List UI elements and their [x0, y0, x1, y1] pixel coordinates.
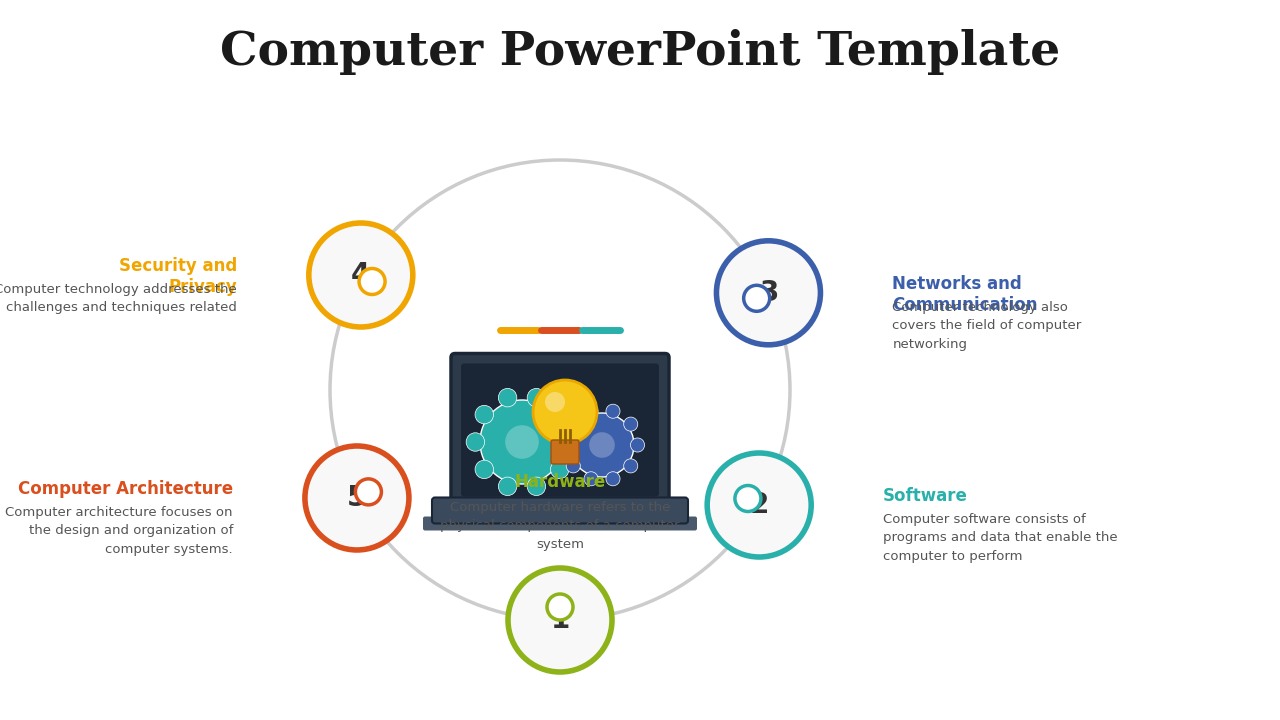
Text: Security and
Privacy: Security and Privacy	[119, 257, 237, 296]
Text: Computer PowerPoint Template: Computer PowerPoint Template	[220, 29, 1060, 75]
Text: Computer Architecture: Computer Architecture	[18, 480, 233, 498]
Circle shape	[356, 479, 381, 505]
Text: Computer software consists of
programs and data that enable the
computer to perf: Computer software consists of programs a…	[883, 513, 1117, 563]
Circle shape	[550, 460, 568, 479]
Circle shape	[707, 453, 812, 557]
Circle shape	[566, 459, 580, 473]
FancyBboxPatch shape	[433, 498, 689, 523]
FancyBboxPatch shape	[550, 440, 579, 464]
Text: Hardware: Hardware	[515, 473, 605, 491]
Text: 1: 1	[550, 606, 570, 634]
Circle shape	[559, 438, 573, 452]
Circle shape	[475, 460, 494, 479]
Text: 2: 2	[750, 491, 769, 519]
Polygon shape	[728, 269, 791, 312]
Text: Computer technology addresses the
challenges and techniques related: Computer technology addresses the challe…	[0, 283, 237, 315]
Circle shape	[584, 472, 598, 486]
Circle shape	[527, 477, 545, 495]
Text: 5: 5	[347, 484, 366, 512]
Circle shape	[623, 459, 637, 473]
Circle shape	[545, 392, 564, 412]
Circle shape	[547, 594, 573, 620]
Circle shape	[735, 485, 760, 511]
Text: Networks and
Communication: Networks and Communication	[892, 275, 1038, 314]
Circle shape	[527, 388, 545, 407]
Circle shape	[623, 417, 637, 431]
FancyBboxPatch shape	[461, 364, 659, 497]
Circle shape	[506, 426, 539, 459]
Circle shape	[584, 404, 598, 418]
Circle shape	[570, 413, 634, 477]
Text: Computer hardware refers to the
physical components of a computer
system: Computer hardware refers to the physical…	[440, 501, 680, 551]
Circle shape	[605, 472, 620, 486]
Circle shape	[717, 240, 820, 345]
Text: Computer technology also
covers the field of computer
networking: Computer technology also covers the fiel…	[892, 301, 1082, 351]
Circle shape	[508, 568, 612, 672]
Circle shape	[498, 477, 517, 495]
Circle shape	[559, 433, 577, 451]
Text: Software: Software	[883, 487, 968, 505]
Circle shape	[566, 417, 580, 431]
Circle shape	[466, 433, 485, 451]
Polygon shape	[721, 483, 782, 530]
Circle shape	[480, 400, 564, 484]
Circle shape	[550, 405, 568, 424]
Polygon shape	[540, 576, 580, 636]
FancyBboxPatch shape	[451, 354, 669, 506]
Text: 3: 3	[759, 279, 778, 307]
Circle shape	[475, 405, 494, 424]
FancyBboxPatch shape	[422, 516, 698, 531]
Text: 4: 4	[351, 261, 370, 289]
Circle shape	[360, 269, 385, 294]
Circle shape	[498, 388, 517, 407]
Circle shape	[305, 446, 408, 550]
Circle shape	[605, 404, 620, 418]
Circle shape	[532, 380, 596, 444]
Circle shape	[631, 438, 645, 452]
Polygon shape	[338, 250, 399, 297]
Circle shape	[308, 223, 413, 327]
Text: Computer architecture focuses on
the design and organization of
computer systems: Computer architecture focuses on the des…	[5, 506, 233, 556]
Circle shape	[744, 285, 769, 311]
Polygon shape	[334, 477, 396, 523]
Circle shape	[589, 432, 614, 458]
